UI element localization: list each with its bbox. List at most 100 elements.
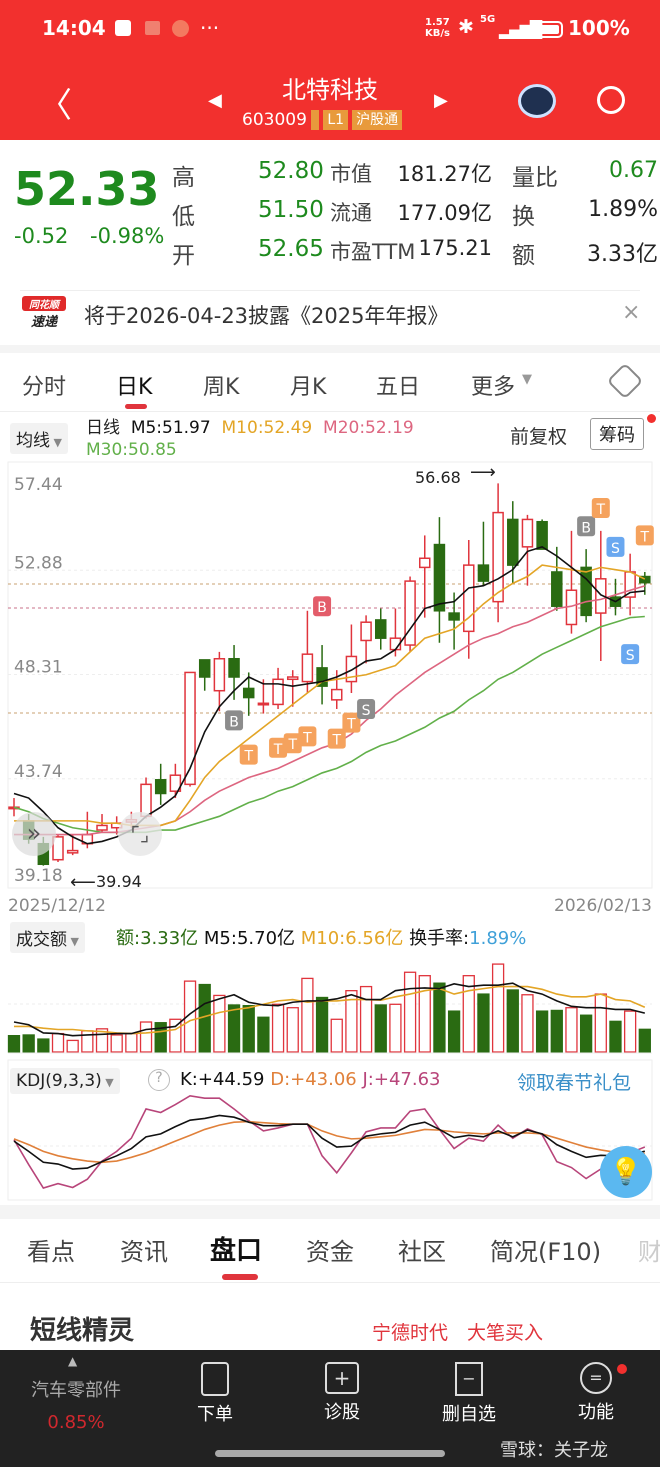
expand-left-icon[interactable]: » [12,812,56,856]
signal-marker-label: T [273,742,283,758]
short-line-event[interactable]: 宁德时代 大笔买入 [372,1322,544,1344]
remove-watchlist-button[interactable]: − 删自选 [424,1362,514,1426]
prev-stock-button[interactable]: ◀ [208,90,222,111]
signal-marker-label: T [346,717,356,733]
functions-label: 功能 [578,1402,614,1423]
signal-marker-label: T [640,529,650,545]
promo-link[interactable]: 领取春节礼包 [517,1072,632,1094]
candle-body [198,659,211,678]
volume-bar [418,975,431,1053]
signal-marker-b [225,710,244,731]
close-notice-button[interactable]: × [622,300,641,325]
volume-bar [477,993,490,1053]
ma-selector[interactable]: 均线 ▼ [10,423,68,454]
section-gap [0,345,660,353]
candle-body [169,774,182,792]
tab-daily-k[interactable]: 日K [116,375,153,400]
tab-f10[interactable]: 简况(F10) [490,1238,602,1266]
signal-marker-t [298,726,317,747]
menu-icon: = [580,1362,612,1394]
candle-body [551,571,563,607]
notice-text[interactable]: 将于2026-04-23披露《2025年年报》 [84,304,449,328]
tab-highlights[interactable]: 看点 [27,1238,75,1266]
y-tick-label: 39.18 [14,866,63,886]
sector-change: 0.85% [47,1412,105,1433]
signal-marker-label: T [287,737,297,753]
ma10-value: M10:52.49 [221,418,313,438]
candle-body [433,543,446,612]
tab-finance[interactable]: 财 [638,1238,660,1266]
short-line-title[interactable]: 短线精灵 [30,1316,135,1346]
stock-name: 北特科技 [282,76,378,104]
quote-label: 开 [172,243,195,269]
signal-marker-t [635,525,654,546]
search-icon[interactable] [597,86,625,114]
help-icon[interactable]: ? [148,1069,170,1091]
battery-level: 100% [568,16,630,40]
candle-body [404,580,416,646]
order-label: 下单 [197,1404,233,1425]
volume-bar [433,982,446,1053]
diagnose-button[interactable]: + 诊股 [297,1362,387,1424]
order-icon [201,1362,229,1396]
kdj-selector[interactable]: KDJ(9,3,3) ▼ [10,1068,120,1094]
tab-monthly-k[interactable]: 月K [290,375,327,400]
turnover-value: 1.89% [469,928,527,949]
tab-intraday[interactable]: 分时 [22,375,67,400]
price-change-pct: -0.98% [90,224,165,248]
adjust-mode[interactable]: 前复权 [510,426,568,448]
candle-body [52,836,64,861]
back-button[interactable]: 〈 [38,86,72,126]
volume-bar [389,1003,402,1053]
tab-five-day[interactable]: 五日 [376,375,421,400]
tab-weekly-k[interactable]: 周K [203,375,240,400]
tab-more[interactable]: 更多 [471,375,516,400]
ma10-line [14,564,646,827]
quote-value: 175.21 [418,236,492,260]
next-stock-button[interactable]: ▶ [434,90,448,111]
quote-label: 量比 [512,165,558,191]
signal-marker-label: T [596,502,606,518]
candle-body [96,824,108,831]
fullscreen-icon[interactable]: ⌜⌟ [118,812,162,856]
low-arrow-icon: ⟵ [70,872,96,893]
tab-news[interactable]: 资讯 [120,1238,168,1266]
robot-assistant-icon[interactable] [518,84,556,118]
quote-value: 0.67 [609,158,658,183]
volume-ma5-line [13,982,646,1037]
volume-bar [594,993,607,1053]
signal-marker-s [621,644,640,665]
quote-value: 177.09亿 [397,201,492,225]
y-tick-label: 52.88 [14,553,63,573]
volume-bar [301,977,314,1053]
volume-bar [638,1028,651,1053]
kdj-k: K:+44.59 [180,1069,265,1090]
volume-bar [213,994,226,1053]
sector-name[interactable]: 汽车零部件 [31,1380,121,1401]
tab-order-book[interactable]: 盘口 [210,1236,263,1266]
candle-body [316,667,328,687]
volume-selector[interactable]: 成交额 ▼ [10,922,85,953]
volume-bar [154,1022,167,1053]
candle-body [286,676,299,681]
signal-marker-label: B [317,600,327,616]
tab-funds[interactable]: 资金 [306,1238,354,1266]
order-button[interactable]: 下单 [170,1362,260,1426]
ma5-value: M5:51.97 [130,418,211,438]
app-notification-icon [115,20,131,36]
volume-bar [359,985,373,1053]
running-icon [172,20,189,37]
signal-marker-s [606,536,625,557]
tab-community[interactable]: 社区 [398,1238,446,1266]
chip-button[interactable]: 筹码 [590,418,644,450]
more-notifications-icon: ··· [200,16,220,40]
functions-button[interactable]: = 功能 [551,1362,641,1424]
lightbulb-icon[interactable]: 💡 [600,1146,652,1198]
candle-body [521,518,534,548]
quote-value: 3.33亿 [587,242,658,267]
quote-value: 51.50 [258,197,324,223]
notification-dot [617,1364,627,1374]
kdj-selector-label: KDJ(9,3,3) [16,1071,102,1091]
volume-m5: M5:5.70亿 [203,928,296,949]
